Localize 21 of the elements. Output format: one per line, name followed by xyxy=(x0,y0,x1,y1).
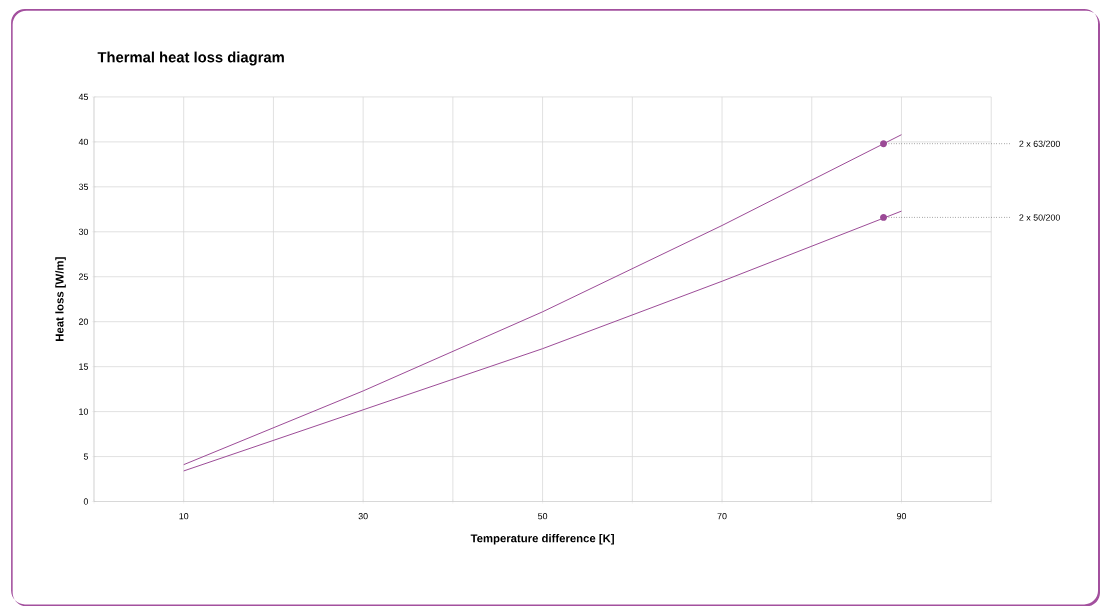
y-tick-label: 30 xyxy=(78,228,89,235)
x-tick-label: 30 xyxy=(358,512,368,520)
annotation: 2 x 50/200 xyxy=(1019,213,1060,221)
y-tick-label: 0 xyxy=(83,498,89,505)
y-tick-label: 35 xyxy=(78,183,89,190)
y-tick-label: 5 xyxy=(83,453,89,460)
x-tick-label: 90 xyxy=(896,512,907,520)
y-tick-label: 15 xyxy=(79,363,89,370)
chart-title: Thermal heat loss diagram xyxy=(97,51,284,66)
y-axis-title: Heat loss [W/m] xyxy=(55,257,66,341)
x-axis-title: Temperature difference [K] xyxy=(470,533,614,545)
y-tick-label: 20 xyxy=(78,318,89,325)
x-tick-label: 70 xyxy=(717,512,727,520)
y-tick-label: 10 xyxy=(79,408,89,415)
annotation: 2 x 63/200 xyxy=(1019,140,1060,147)
x-tick-label: 50 xyxy=(538,512,548,520)
y-tick-label: 25 xyxy=(78,273,89,280)
line-series xyxy=(183,134,902,465)
y-tick-label: 40 xyxy=(78,138,89,145)
y-tick-label: 45 xyxy=(78,93,89,100)
x-tick-label: 10 xyxy=(179,512,189,520)
